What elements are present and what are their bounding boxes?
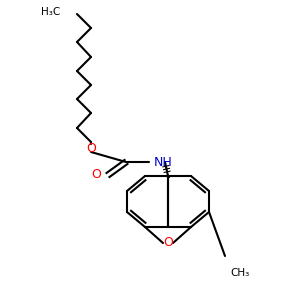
Text: O: O [86,142,96,154]
Text: H₃C: H₃C [41,7,60,17]
Text: NH: NH [154,155,173,169]
Text: O: O [91,169,101,182]
Text: CH₃: CH₃ [230,268,249,278]
Text: O: O [163,236,173,250]
